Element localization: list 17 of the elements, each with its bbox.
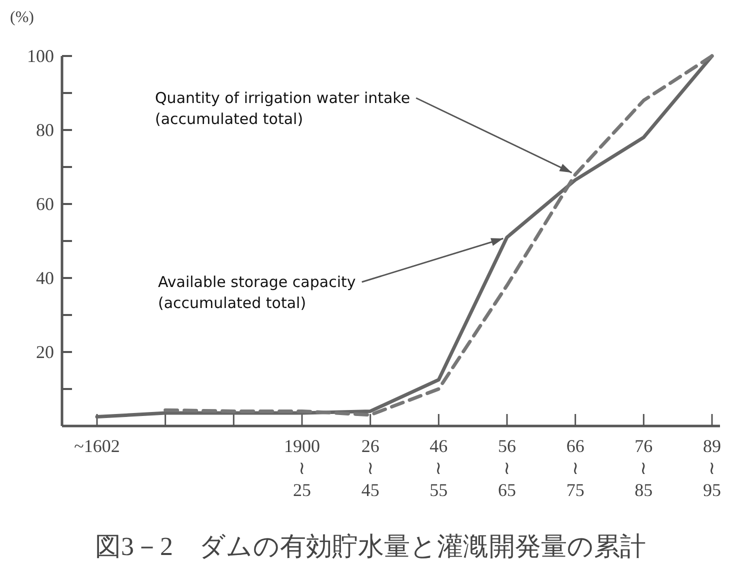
x-tick-label: 56 ≀ 65	[498, 436, 516, 500]
annotation: Quantity of irrigation water intake (accumulated total)	[155, 89, 410, 128]
y-tick-label: 40	[36, 268, 54, 288]
y-axis-title: (%)	[10, 9, 34, 26]
text: 図3－2 ダムの有効貯水量と灌漑開発量の累計	[95, 532, 646, 561]
x-tick-label: 76 ≀ 85	[634, 436, 653, 500]
y-tick-label: 100	[27, 46, 54, 66]
x-tick-label: 26 ≀ 45	[361, 436, 380, 500]
annotation: Available storage capacity (accumulated total)	[158, 273, 356, 312]
x-tick-label: 89 ≀ 95	[703, 436, 721, 500]
x-tick-label: 1900 ≀ 25	[284, 436, 320, 500]
y-tick-label: 80	[36, 120, 54, 140]
x-tick-label: 66 ≀ 75	[566, 436, 584, 500]
x-tick-label: ~1602	[74, 436, 120, 456]
y-tick-label: 20	[36, 342, 54, 362]
y-tick-label: 60	[36, 194, 54, 214]
x-tick-label: 46 ≀ 55	[430, 436, 448, 500]
